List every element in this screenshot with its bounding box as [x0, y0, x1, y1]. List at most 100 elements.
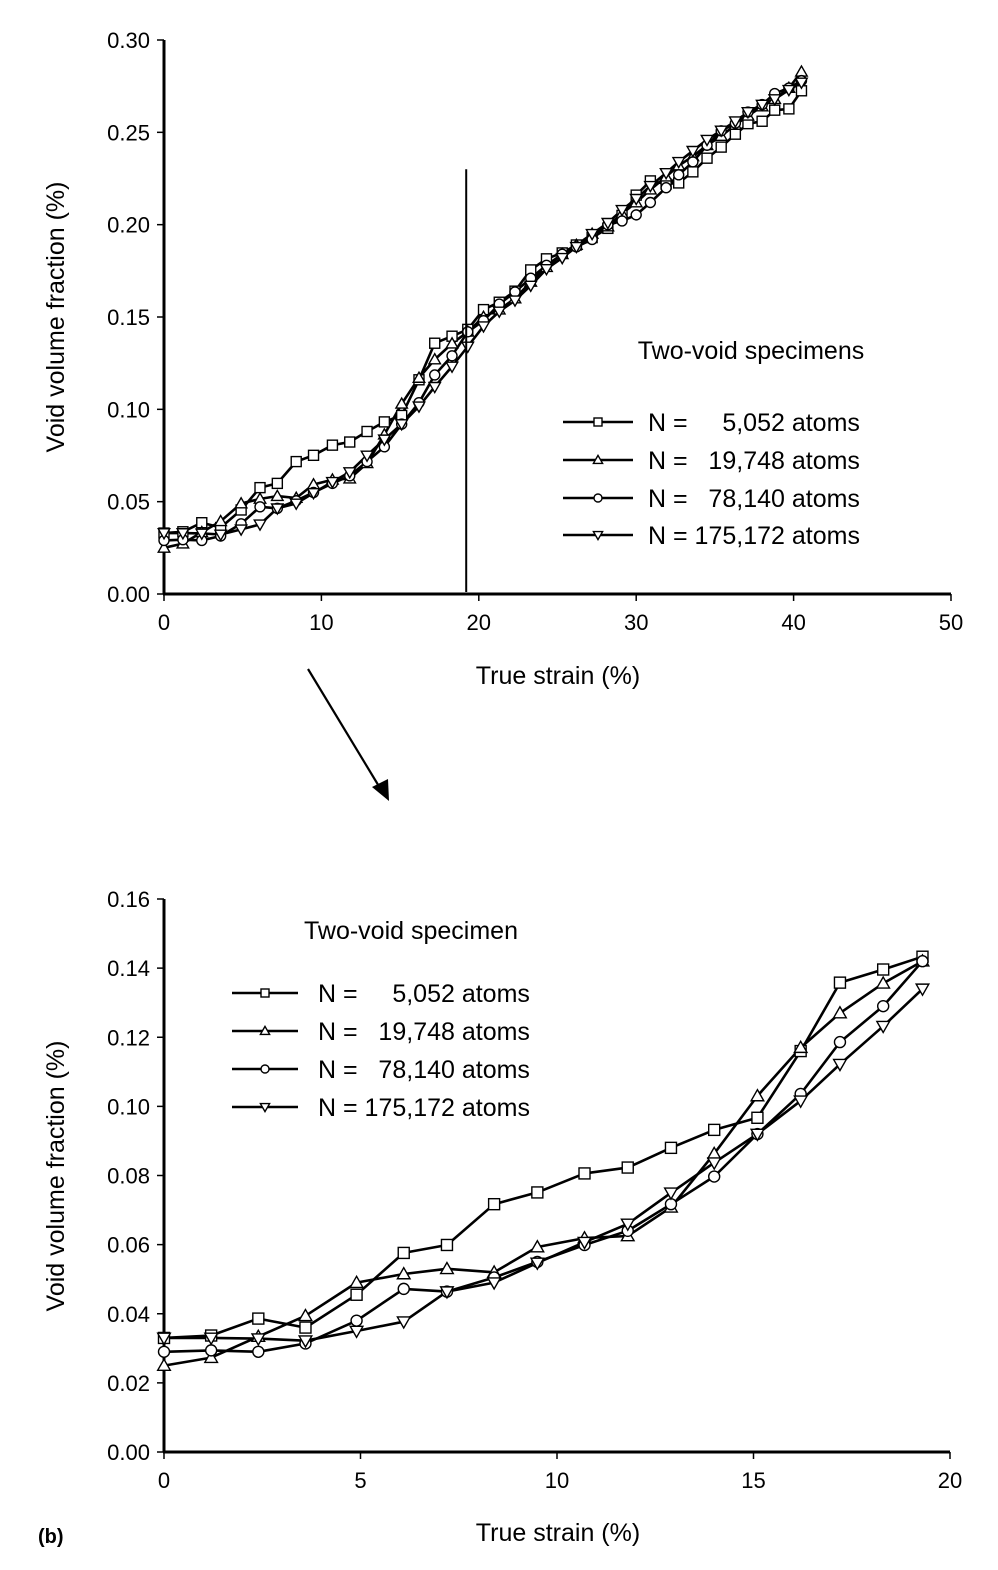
data-point-triangle-down: [175, 528, 190, 541]
legend-label: N = 175,172 atoms: [318, 1094, 530, 1122]
data-point-circle: [350, 1314, 363, 1327]
data-point-square: [876, 963, 890, 976]
legend-label: N = 78,140 atoms: [648, 485, 860, 513]
y-tick-label: 0.00: [107, 1440, 150, 1465]
data-point-triangle-down: [643, 180, 658, 194]
data-point-circle: [687, 156, 699, 168]
data-point-triangle-down: [306, 487, 321, 501]
top-y-axis-title: Void volume fraction (%): [42, 182, 70, 453]
bottom-series-layer: [156, 950, 931, 1372]
data-point-square: [487, 1197, 501, 1211]
data-point-triangle-down: [600, 217, 615, 230]
data-point-square: [299, 1321, 312, 1334]
data-point-square: [326, 439, 339, 451]
data-point-triangle-up: [427, 352, 442, 365]
chart-bottom: 0.00 0.02 0.04 0.06 0.08 0.10 0.12 0.14 0.16 0 5 10…: [38, 887, 962, 1548]
data-point-circle: [660, 182, 672, 194]
data-point-triangle-down: [663, 1187, 679, 1201]
data-point-square: [664, 1141, 678, 1155]
legend-item: N = 175,172 atoms: [232, 1094, 530, 1122]
data-point-circle: [644, 196, 657, 209]
data-point-triangle-down: [539, 263, 554, 277]
data-point-triangle-up: [794, 64, 809, 77]
y-tick-label: 0.08: [107, 1164, 150, 1189]
data-point-triangle-down: [203, 1332, 219, 1346]
data-point-square: [397, 1246, 410, 1260]
y-tick-label: 0.06: [107, 1233, 150, 1258]
y-tick-label: 0.10: [107, 397, 150, 422]
data-point-square: [350, 1288, 363, 1301]
data-point-circle: [616, 215, 628, 227]
y-tick-label: 0.00: [107, 582, 150, 607]
legend-label: N = 5,052 atoms: [318, 980, 530, 1008]
data-point-square: [578, 1167, 591, 1180]
data-point-triangle-down: [325, 476, 340, 490]
data-point-circle: [462, 326, 474, 338]
data-point-triangle-down: [234, 524, 249, 537]
legend-label: N = 19,748 atoms: [648, 447, 860, 475]
bottom-x-axis-title: True strain (%): [476, 1519, 640, 1547]
y-tick-label: 0.15: [107, 305, 150, 330]
legend-label: N = 19,748 atoms: [318, 1018, 530, 1046]
x-tick-label: 30: [624, 610, 648, 635]
legend-marker-square: [260, 988, 270, 998]
panel-label: (b): [38, 1526, 64, 1548]
top-axes: 0.00 0.05 0.10 0.15 0.20 0.25 0.30 0 10 20 30 40 50: [107, 28, 963, 635]
data-point-triangle-up: [157, 540, 171, 553]
y-tick-label: 0.02: [107, 1371, 150, 1396]
legend-marker-triangle-down: [259, 1102, 271, 1114]
data-point-triangle-up: [439, 1261, 455, 1275]
zoom-arrow: [307, 668, 389, 801]
data-point-triangle-down: [685, 145, 700, 158]
y-tick-label: 0.16: [107, 887, 150, 912]
series-line-triangle-up: [163, 960, 924, 1367]
data-point-triangle-down: [156, 1332, 172, 1346]
legend-label: N = 175,172 atoms: [648, 522, 860, 550]
series-line-triangle-down: [164, 987, 924, 1342]
data-point-triangle-down: [671, 156, 686, 170]
data-point-triangle-down: [767, 94, 782, 107]
data-point-triangle-down: [270, 503, 285, 516]
data-point-triangle-down: [427, 381, 442, 394]
x-tick-label: 0: [158, 610, 170, 635]
data-point-triangle-down: [476, 321, 491, 334]
data-point-triangle-down: [629, 193, 644, 206]
legend-label: N = 5,052 atoms: [648, 409, 860, 437]
data-point-triangle-down: [728, 116, 743, 129]
data-point-triangle-down: [832, 1058, 848, 1072]
data-point-square: [531, 1186, 544, 1199]
bottom-legend: N = 5,052 atoms N = 19,748 atoms N = 78,14…: [232, 980, 530, 1122]
data-point-triangle-up: [412, 370, 426, 383]
data-point-triangle-down: [914, 983, 931, 997]
top-legend-title: Two-void specimens: [638, 337, 864, 365]
data-point-triangle-down: [793, 1095, 809, 1109]
x-tick-label: 0: [158, 1468, 170, 1493]
data-point-square: [621, 1161, 634, 1174]
top-series-layer: [157, 64, 809, 553]
y-tick-label: 0.12: [107, 1025, 150, 1050]
data-point-triangle-down: [555, 252, 570, 266]
data-point-triangle-up: [394, 396, 409, 409]
data-point-square: [833, 976, 847, 989]
data-point-triangle-down: [620, 1218, 636, 1232]
data-point-triangle-up: [234, 496, 249, 509]
data-point-square: [769, 104, 781, 116]
legend-marker-square: [593, 417, 603, 427]
data-point-square: [440, 1238, 454, 1252]
legend-item: N = 175,172 atoms: [563, 522, 860, 550]
legend-item: N = 78,140 atoms: [563, 485, 860, 513]
data-point-triangle-down: [529, 1257, 545, 1271]
bottom-axes: 0.00 0.02 0.04 0.06 0.08 0.10 0.12 0.14 0.16 0 5 10…: [107, 887, 962, 1493]
data-point-triangle-down: [396, 1316, 412, 1330]
legend-marker-circle: [260, 1064, 270, 1074]
data-point-triangle-up: [396, 1266, 412, 1280]
data-point-square: [687, 166, 699, 178]
legend-item: N = 19,748 atoms: [563, 447, 860, 475]
y-tick-label: 0.14: [107, 956, 150, 981]
x-tick-label: 40: [781, 610, 805, 635]
legend-item: N = 5,052 atoms: [563, 409, 860, 437]
chart-top: 0.000.050.100.150.200.250.300 10 20 30 40 50 …: [42, 28, 963, 690]
data-point-triangle-down: [213, 529, 228, 542]
data-point-circle: [254, 501, 266, 513]
